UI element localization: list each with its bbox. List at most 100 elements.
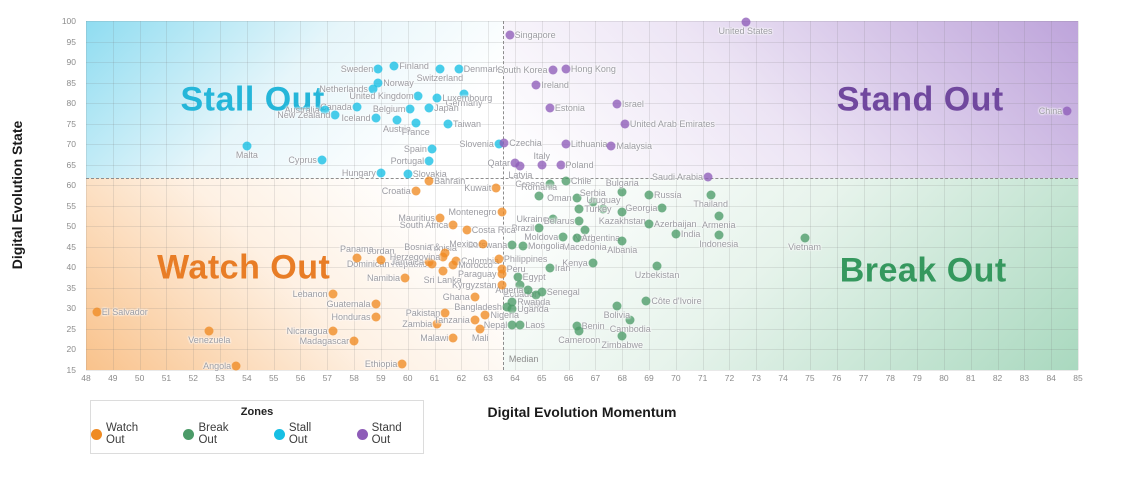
gridline-vertical xyxy=(595,21,597,370)
point-label: Poland xyxy=(565,159,594,170)
point-label: Brazil xyxy=(511,222,535,233)
point-label: Panama xyxy=(340,243,374,254)
gridline-vertical xyxy=(112,21,114,370)
point-label: Paraguay xyxy=(458,269,497,280)
point-marker xyxy=(328,326,338,336)
x-axis-title: Digital Evolution Momentum xyxy=(487,404,677,420)
point-marker xyxy=(703,172,713,182)
legend-item-label: Watch Out xyxy=(106,422,139,446)
gridline-horizontal xyxy=(86,123,1078,125)
point-marker xyxy=(371,113,381,123)
legend-item-stand[interactable]: Stand Out xyxy=(356,422,423,446)
point-marker xyxy=(440,248,450,258)
point-marker xyxy=(507,297,517,307)
gridline-vertical xyxy=(273,21,275,370)
point-label: Luxembourg xyxy=(442,93,493,104)
point-marker xyxy=(497,269,507,279)
point-marker xyxy=(432,93,442,103)
point-marker xyxy=(470,292,480,302)
point-marker xyxy=(558,232,568,242)
point-label: Switzerland xyxy=(416,73,464,84)
gridline-vertical xyxy=(970,21,972,370)
point-marker xyxy=(502,302,512,312)
point-label: Peru xyxy=(506,263,526,274)
point-marker xyxy=(352,253,362,263)
point-marker xyxy=(411,118,421,128)
gridline-horizontal xyxy=(86,267,1078,269)
point-marker xyxy=(505,30,515,40)
watch-zone-background xyxy=(86,178,503,370)
point-marker xyxy=(706,190,716,200)
point-marker xyxy=(507,320,517,330)
point-label: Zambia xyxy=(402,318,433,329)
point-marker xyxy=(320,105,330,115)
point-label: Canada xyxy=(320,102,352,113)
point-label: Australia xyxy=(284,104,320,115)
quadrant-title-stand: Stand Out xyxy=(836,80,1004,119)
point-label: South Korea xyxy=(497,65,548,76)
x-tick-label-75: 75 xyxy=(805,373,815,383)
point-marker xyxy=(507,304,517,314)
gridline-horizontal xyxy=(86,246,1078,248)
y-tick-label-60: 60 xyxy=(66,180,76,191)
point-marker xyxy=(598,204,608,214)
point-label: Bahrain xyxy=(434,175,466,186)
point-marker xyxy=(435,64,445,74)
point-label: Denmark xyxy=(463,63,501,74)
x-tick-label-61: 61 xyxy=(429,373,440,383)
x-tick-label-70: 70 xyxy=(671,373,681,383)
gridline-vertical xyxy=(729,21,731,370)
point-label: United Arab Emirates xyxy=(629,119,715,130)
gridline-vertical xyxy=(783,21,785,370)
point-label: India xyxy=(680,228,701,239)
point-marker xyxy=(454,64,464,74)
gridline-horizontal xyxy=(86,82,1078,84)
point-label: Qatar xyxy=(487,158,510,169)
x-tick-label-80: 80 xyxy=(939,373,949,383)
point-marker xyxy=(606,141,616,151)
point-marker xyxy=(537,287,547,297)
point-marker xyxy=(644,219,654,229)
point-label: Guatemala xyxy=(326,299,371,310)
point-marker xyxy=(470,315,480,325)
point-label: Moldova xyxy=(524,231,559,242)
legend-item-break[interactable]: Break Out xyxy=(183,422,249,446)
point-label: Oman xyxy=(547,192,572,203)
gridline-vertical xyxy=(756,21,758,370)
point-marker xyxy=(518,241,528,251)
gridline-vertical xyxy=(675,21,677,370)
point-label: Finland xyxy=(399,61,429,72)
x-tick-label-72: 72 xyxy=(724,373,735,383)
point-label: Estonia xyxy=(554,103,585,114)
point-label: Uzbekistan xyxy=(634,269,680,280)
point-marker xyxy=(424,156,434,166)
point-label: China xyxy=(1038,106,1063,117)
y-tick-label-15: 15 xyxy=(66,365,76,375)
point-marker xyxy=(561,176,571,186)
point-marker xyxy=(413,91,423,101)
y-tick-label-40: 40 xyxy=(66,262,76,273)
y-tick-label-25: 25 xyxy=(66,323,76,334)
point-label: Côte d'Ivoire xyxy=(651,296,702,307)
point-marker xyxy=(617,236,627,246)
point-marker xyxy=(1062,106,1072,116)
point-marker xyxy=(371,299,381,309)
point-marker xyxy=(330,110,340,120)
point-label: Hong Kong xyxy=(570,64,616,75)
point-marker xyxy=(671,229,681,239)
legend-item-stall[interactable]: Stall Out xyxy=(273,422,333,446)
gridline-vertical xyxy=(809,21,811,370)
quadrant-title-break: Break Out xyxy=(839,251,1007,290)
legend-item-watch[interactable]: Watch Out xyxy=(91,422,159,446)
point-marker xyxy=(373,64,383,74)
point-marker xyxy=(625,315,635,325)
point-label: Bosnia & Herzegovina xyxy=(389,242,441,262)
point-label: Italy xyxy=(533,150,551,161)
point-label: Rwanda xyxy=(517,297,551,308)
point-label: Singapore xyxy=(514,29,556,40)
point-label: South Africa xyxy=(399,220,449,231)
point-marker xyxy=(523,285,533,295)
point-label: Uganda xyxy=(517,303,549,314)
gridline-vertical xyxy=(514,21,516,370)
